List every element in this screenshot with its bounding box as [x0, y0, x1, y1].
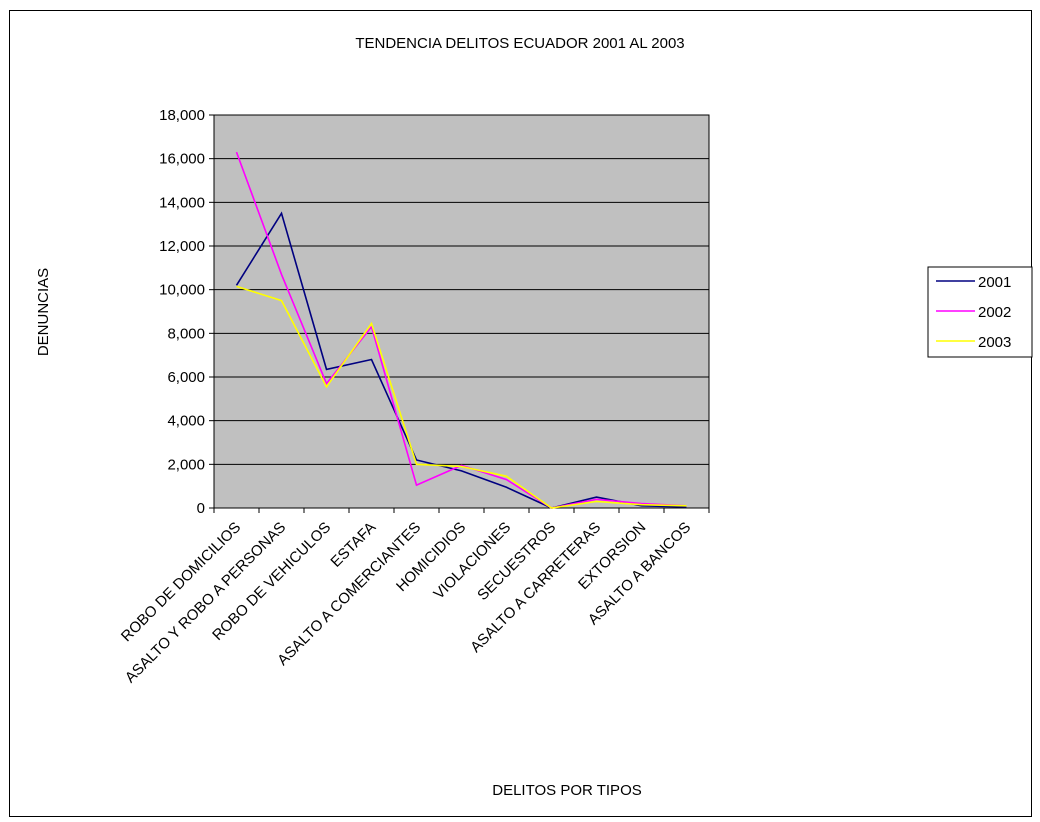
- x-tick-label: VIOLACIONES: [430, 519, 514, 603]
- legend-label-2002: 2002: [978, 304, 1011, 321]
- y-axis-ticks: 0 2,000 4,000 6,000 8,000 10,000 12,000 14,000 1…: [159, 107, 214, 517]
- y-tick-label: 2,000: [167, 456, 205, 473]
- plot-area: [213, 114, 710, 509]
- y-axis-label: DENUNCIAS: [35, 268, 52, 356]
- series-line-2003: [236, 285, 687, 509]
- y-tick-label: 6,000: [167, 369, 205, 386]
- y-tick-label: 18,000: [159, 107, 205, 124]
- chart-title: TENDENCIA DELITOS ECUADOR 2001 AL 2003: [355, 35, 684, 52]
- series-lines: [235, 151, 687, 509]
- legend-label-2003: 2003: [978, 334, 1011, 351]
- legend-box: [927, 266, 1033, 358]
- y-tick-label: 12,000: [159, 238, 205, 255]
- y-tick-label: 10,000: [159, 282, 205, 299]
- gridlines: [214, 158, 709, 465]
- series-line-2002: [235, 151, 687, 509]
- y-tick-label: 14,000: [159, 194, 205, 211]
- y-tick-label: 8,000: [167, 325, 205, 342]
- x-tick-label: ASALTO Y ROBO A PERSONAS: [122, 519, 289, 686]
- x-axis-label: DELITOS POR TIPOS: [492, 782, 642, 799]
- legend-label-2001: 2001: [978, 274, 1011, 291]
- y-tick-label: 4,000: [167, 413, 205, 430]
- legend: 2001 2002 2003: [927, 266, 1033, 358]
- y-tick-label: 16,000: [159, 151, 205, 168]
- x-tick-label: SECUESTROS: [474, 519, 559, 604]
- y-tick-label: 0: [197, 500, 205, 517]
